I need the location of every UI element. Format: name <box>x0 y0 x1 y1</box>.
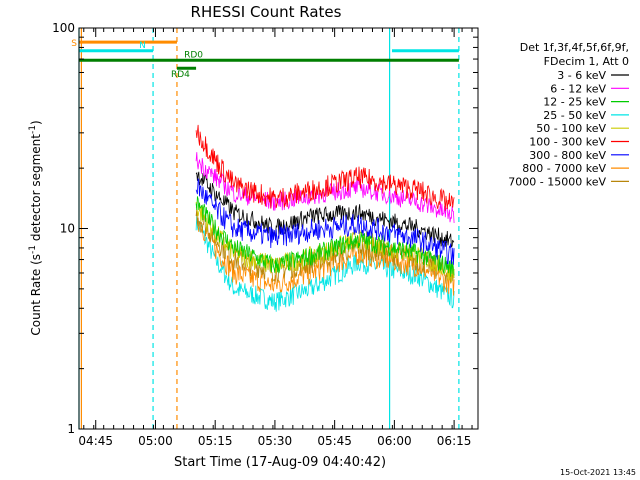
series-line-300-800kev <box>195 177 455 265</box>
series-line-25-50kev <box>195 212 455 312</box>
x-tick-label: 05:15 <box>198 434 233 448</box>
y-axis-label-sup2: -1 <box>28 125 38 134</box>
legend-entry: 100 - 300 keV <box>529 136 606 149</box>
x-tick-label: 05:00 <box>138 434 173 448</box>
y-tick-label: 10 <box>60 222 75 236</box>
plot-content: S N RD0 RD4 <box>71 28 460 429</box>
y-axis-label: Count Rate (s-1 detector segment-1) <box>28 120 43 335</box>
chart-title: RHESSI Count Rates <box>191 3 342 21</box>
y-axis: 1 10 100 <box>52 21 478 436</box>
legend-entry: 3 - 6 keV <box>557 69 606 82</box>
legend-entry: 50 - 100 keV <box>536 122 606 135</box>
legend-entry: 6 - 12 keV <box>550 82 606 95</box>
x-tick-label: 05:45 <box>317 434 352 448</box>
state-label-rd0: RD0 <box>184 50 203 60</box>
y-axis-label-end: ) <box>29 120 43 125</box>
y-axis-label-sup1: -1 <box>28 245 38 254</box>
legend-entry: 300 - 800 keV <box>529 149 606 162</box>
x-tick-label: 04:45 <box>78 434 113 448</box>
state-label-rd4: RD4 <box>171 70 190 80</box>
legend: Det 1f,3f,4f,5f,6f,9f, FDecim 1, Att 0 3… <box>508 41 629 188</box>
state-label-n: N <box>139 41 146 51</box>
x-tick-label: 06:00 <box>377 434 412 448</box>
x-tick-label: 05:30 <box>258 434 293 448</box>
legend-entry: 7000 - 15000 keV <box>508 175 606 188</box>
y-axis-label-main: Count Rate (s <box>29 254 43 336</box>
footer-timestamp: 15-Oct-2021 13:45 <box>560 468 636 477</box>
legend-entry: 25 - 50 keV <box>543 109 606 122</box>
legend-entry: 800 - 7000 keV <box>522 162 606 175</box>
legend-entry: 12 - 25 keV <box>543 96 606 109</box>
legend-header-line-2: FDecim 1, Att 0 <box>544 55 629 68</box>
y-axis-label-mid: detector segment <box>29 134 43 245</box>
y-tick-label: 100 <box>52 21 75 35</box>
x-axis-label: Start Time (17-Aug-09 04:40:42) <box>174 455 386 470</box>
series-line-12-25kev <box>195 196 455 277</box>
series-line-100-300kev <box>195 124 455 211</box>
x-axis: 04:45 05:00 05:15 05:30 05:45 06:00 06:15 <box>78 28 473 448</box>
state-label-s: S <box>71 39 77 49</box>
x-tick-label: 06:15 <box>437 434 472 448</box>
series-line-3-6kev <box>195 171 455 248</box>
y-tick-label: 1 <box>67 422 75 436</box>
legend-header-line-1: Det 1f,3f,4f,5f,6f,9f, <box>520 41 629 54</box>
